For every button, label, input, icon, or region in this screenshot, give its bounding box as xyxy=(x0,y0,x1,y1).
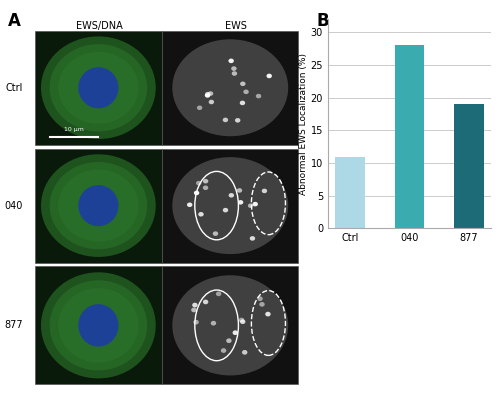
Ellipse shape xyxy=(226,338,232,343)
Ellipse shape xyxy=(50,162,147,249)
Ellipse shape xyxy=(236,188,242,193)
Text: EWS/DNA: EWS/DNA xyxy=(76,21,123,31)
Ellipse shape xyxy=(232,330,238,335)
Ellipse shape xyxy=(41,272,156,379)
Text: EWS: EWS xyxy=(225,21,247,31)
Bar xyxy=(162,31,298,145)
Bar xyxy=(162,267,298,384)
Ellipse shape xyxy=(172,39,288,136)
Text: 877: 877 xyxy=(4,320,23,330)
Ellipse shape xyxy=(266,74,272,78)
Text: 10 μm: 10 μm xyxy=(64,127,84,132)
Ellipse shape xyxy=(172,157,288,254)
Ellipse shape xyxy=(203,179,208,183)
Ellipse shape xyxy=(191,308,196,312)
Ellipse shape xyxy=(192,303,198,307)
Ellipse shape xyxy=(50,44,147,131)
Ellipse shape xyxy=(235,118,240,123)
Ellipse shape xyxy=(240,319,246,324)
Ellipse shape xyxy=(240,82,246,86)
Text: A: A xyxy=(8,12,21,30)
Ellipse shape xyxy=(58,169,138,242)
Text: 040: 040 xyxy=(4,201,23,211)
Ellipse shape xyxy=(203,299,208,304)
Ellipse shape xyxy=(194,320,199,325)
Ellipse shape xyxy=(228,59,234,63)
Text: B: B xyxy=(317,12,330,30)
Ellipse shape xyxy=(228,193,234,198)
Ellipse shape xyxy=(258,296,263,301)
Ellipse shape xyxy=(50,280,147,370)
Ellipse shape xyxy=(239,318,244,322)
Ellipse shape xyxy=(203,185,208,190)
Ellipse shape xyxy=(41,36,156,139)
Ellipse shape xyxy=(58,288,138,362)
Ellipse shape xyxy=(194,190,200,195)
Ellipse shape xyxy=(78,67,118,108)
Ellipse shape xyxy=(205,92,210,97)
Ellipse shape xyxy=(252,202,258,206)
Ellipse shape xyxy=(172,275,288,375)
Bar xyxy=(34,31,162,145)
Ellipse shape xyxy=(197,105,202,110)
Ellipse shape xyxy=(244,89,249,94)
Ellipse shape xyxy=(256,94,262,98)
Ellipse shape xyxy=(250,236,255,241)
Ellipse shape xyxy=(238,200,244,205)
Bar xyxy=(162,148,298,263)
Ellipse shape xyxy=(248,204,254,208)
Ellipse shape xyxy=(240,101,245,105)
Ellipse shape xyxy=(58,52,138,124)
Ellipse shape xyxy=(208,100,214,104)
Ellipse shape xyxy=(231,66,236,71)
Ellipse shape xyxy=(242,350,248,355)
Ellipse shape xyxy=(78,304,118,346)
Ellipse shape xyxy=(222,118,228,122)
Ellipse shape xyxy=(262,188,267,193)
Ellipse shape xyxy=(78,185,118,226)
Text: Ctrl: Ctrl xyxy=(6,83,23,93)
Ellipse shape xyxy=(221,348,226,353)
Ellipse shape xyxy=(265,312,270,316)
Ellipse shape xyxy=(187,202,192,207)
Ellipse shape xyxy=(260,302,264,307)
Ellipse shape xyxy=(210,321,216,326)
Ellipse shape xyxy=(198,212,203,217)
Ellipse shape xyxy=(223,208,228,212)
Ellipse shape xyxy=(205,93,210,98)
Bar xyxy=(34,267,162,384)
Ellipse shape xyxy=(232,71,237,76)
Ellipse shape xyxy=(208,91,214,96)
Ellipse shape xyxy=(216,291,222,296)
Ellipse shape xyxy=(196,181,202,185)
Bar xyxy=(34,148,162,263)
Ellipse shape xyxy=(41,154,156,257)
Ellipse shape xyxy=(212,231,218,236)
